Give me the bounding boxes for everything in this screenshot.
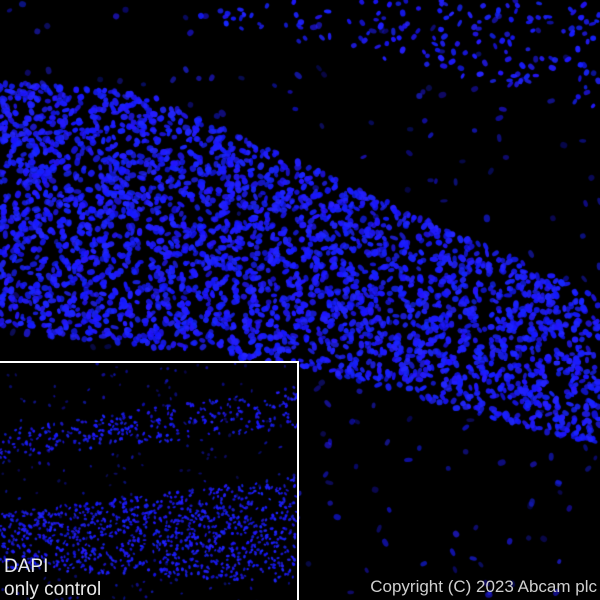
copyright-notice: Copyright (C) 2023 Abcam plc (370, 577, 597, 596)
inset-control-panel: DAPI only control (0, 361, 299, 600)
inset-micrograph-image (0, 363, 297, 600)
inset-label-stain: DAPI (4, 556, 49, 577)
inset-label: DAPI only control (4, 555, 101, 600)
inset-label-description: only control (4, 579, 102, 600)
